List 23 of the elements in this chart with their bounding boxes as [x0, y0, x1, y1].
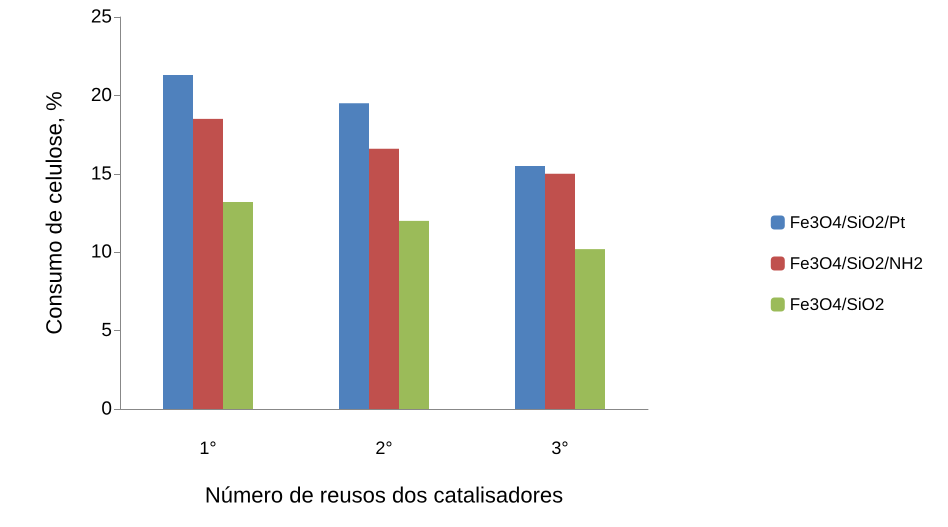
x-tick-label: 1°	[199, 438, 217, 458]
legend-label: Fe3O4/SiO2	[790, 295, 884, 314]
x-tick-label: 3°	[551, 438, 569, 458]
y-tick-label: 15	[90, 163, 112, 184]
bar	[193, 118, 223, 409]
legend-label: Fe3O4/SiO2/NH2	[790, 254, 924, 273]
bar	[223, 202, 253, 409]
legend-label: Fe3O4/SiO2/Pt	[790, 213, 906, 232]
bar	[545, 174, 575, 409]
bar	[339, 103, 369, 409]
y-tick-label: 0	[101, 398, 112, 420]
x-axis-title: Número de reusos dos catalisadores	[204, 482, 564, 508]
bar	[575, 249, 605, 409]
bar	[369, 148, 399, 409]
y-tick-label: 5	[101, 320, 112, 342]
y-axis-title: Consumo de celulose, %	[42, 91, 66, 335]
y-tick-label: 25	[90, 6, 112, 28]
y-tick-label: 10	[90, 242, 112, 263]
bar	[515, 166, 545, 409]
x-tick-label: 2°	[375, 438, 393, 458]
bar	[399, 220, 429, 409]
bar	[163, 75, 193, 409]
y-tick-label: 20	[90, 84, 112, 106]
